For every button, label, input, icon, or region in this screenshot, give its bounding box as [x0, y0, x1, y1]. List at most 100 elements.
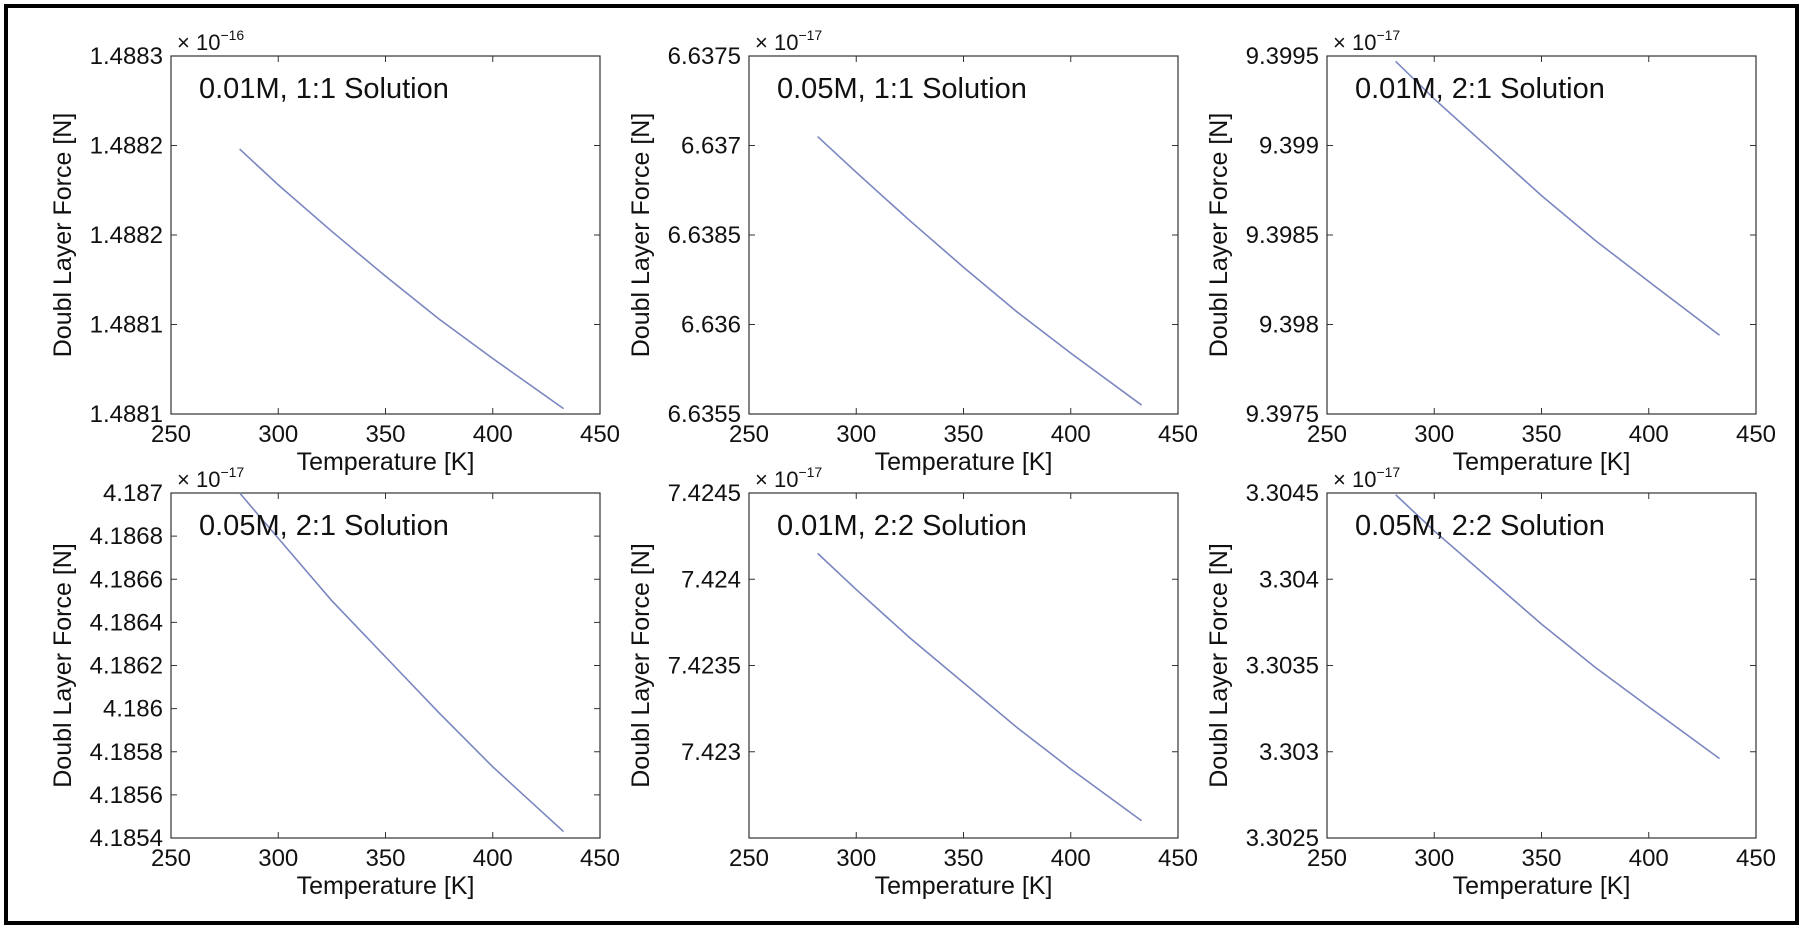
multiplier-exponent: −16	[220, 27, 244, 43]
axes-box	[1326, 55, 1757, 415]
y-tick-label: 7.4245	[668, 480, 741, 507]
y-tick-label: 3.3035	[1246, 653, 1319, 680]
x-tick-label: 350	[1521, 845, 1561, 872]
y-tick-label: 7.4235	[668, 653, 741, 680]
data-line	[817, 135, 1143, 406]
y-multiplier: × 10−16	[177, 27, 244, 55]
x-tick-label: 400	[473, 421, 513, 448]
x-tick-label: 450	[1736, 845, 1776, 872]
y-tick-label: 3.304	[1259, 566, 1319, 593]
multiplier-base: × 10	[177, 467, 220, 492]
y-tick-label: 4.1868	[90, 523, 163, 550]
x-tick-label: 250	[151, 421, 191, 448]
x-tick-label: 400	[1629, 421, 1669, 448]
axes-box	[170, 55, 601, 415]
x-tick-label: 450	[1736, 421, 1776, 448]
multiplier-exponent: −17	[1376, 27, 1400, 43]
x-tick-label: 400	[1629, 845, 1669, 872]
y-tick-label: 9.3975	[1246, 401, 1319, 428]
axes-box	[748, 55, 1179, 415]
x-tick-label: 300	[1414, 421, 1454, 448]
y-multiplier: × 10−17	[177, 464, 244, 492]
y-tick-label: 3.3025	[1246, 825, 1319, 852]
y-tick-label: 4.1854	[90, 825, 163, 852]
x-tick-label: 400	[1051, 421, 1091, 448]
data-line	[1395, 60, 1721, 336]
x-tick-label: 250	[1307, 421, 1347, 448]
multiplier-base: × 10	[177, 30, 220, 55]
multiplier-exponent: −17	[220, 464, 244, 480]
multiplier-exponent: −17	[798, 464, 822, 480]
x-tick-label: 350	[943, 845, 983, 872]
y-axis-label: Doubl Layer Force [N]	[49, 113, 77, 358]
axes-box	[748, 492, 1179, 839]
x-tick-label: 300	[1414, 845, 1454, 872]
y-tick-label: 1.4882	[90, 133, 163, 160]
y-tick-label: 1.4882	[90, 222, 163, 249]
y-tick-label: 9.3995	[1246, 43, 1319, 70]
y-tick-label: 4.1862	[90, 653, 163, 680]
multiplier-base: × 10	[1333, 467, 1376, 492]
x-tick-label: 250	[1307, 845, 1347, 872]
x-tick-label: 250	[729, 421, 769, 448]
data-line	[1395, 494, 1721, 760]
y-tick-label: 4.1858	[90, 739, 163, 766]
y-tick-label: 4.1864	[90, 609, 163, 636]
x-tick-label: 350	[943, 421, 983, 448]
x-axis-label: Temperature [K]	[297, 448, 475, 476]
y-tick-label: 1.4883	[90, 43, 163, 70]
x-tick-label: 400	[473, 845, 513, 872]
y-tick-label: 6.6385	[668, 222, 741, 249]
x-tick-label: 350	[1521, 421, 1561, 448]
y-multiplier: × 10−17	[1333, 27, 1400, 55]
y-axis-label: Doubl Layer Force [N]	[49, 543, 77, 788]
multiplier-base: × 10	[1333, 30, 1376, 55]
x-tick-label: 250	[151, 845, 191, 872]
y-tick-label: 4.186	[103, 696, 163, 723]
y-axis-label: Doubl Layer Force [N]	[1205, 113, 1233, 358]
y-tick-label: 4.187	[103, 480, 163, 507]
x-tick-label: 350	[365, 421, 405, 448]
multiplier-exponent: −17	[798, 27, 822, 43]
y-axis-label: Doubl Layer Force [N]	[627, 543, 655, 788]
multiplier-exponent: −17	[1376, 464, 1400, 480]
y-tick-label: 3.3045	[1246, 480, 1319, 507]
y-tick-label: 6.637	[681, 133, 741, 160]
data-line	[817, 552, 1143, 822]
y-tick-label: 9.399	[1259, 133, 1319, 160]
annotation: 0.05M, 1:1 Solution	[777, 73, 1027, 105]
annotation: 0.05M, 2:2 Solution	[1355, 510, 1605, 542]
x-tick-label: 350	[365, 845, 405, 872]
y-tick-label: 7.423	[681, 739, 741, 766]
y-tick-label: 7.424	[681, 566, 741, 593]
multiplier-base: × 10	[755, 30, 798, 55]
y-multiplier: × 10−17	[1333, 464, 1400, 492]
y-tick-label: 9.3985	[1246, 222, 1319, 249]
x-axis-label: Temperature [K]	[875, 448, 1053, 476]
x-axis-label: Temperature [K]	[297, 872, 475, 900]
y-multiplier: × 10−17	[755, 464, 822, 492]
y-axis-label: Doubl Layer Force [N]	[627, 113, 655, 358]
y-axis-label: Doubl Layer Force [N]	[1205, 543, 1233, 788]
x-axis-label: Temperature [K]	[1453, 448, 1631, 476]
annotation: 0.01M, 1:1 Solution	[199, 73, 449, 105]
y-tick-label: 6.6355	[668, 401, 741, 428]
y-tick-label: 4.1856	[90, 782, 163, 809]
axes-box	[1326, 492, 1757, 839]
x-tick-label: 250	[729, 845, 769, 872]
y-tick-label: 1.4881	[90, 312, 163, 339]
x-tick-label: 450	[580, 845, 620, 872]
frame	[4, 4, 1799, 925]
annotation: 0.05M, 2:1 Solution	[199, 510, 449, 542]
data-line	[239, 492, 565, 833]
y-tick-label: 4.1866	[90, 566, 163, 593]
y-tick-label: 3.303	[1259, 739, 1319, 766]
axes-box	[170, 492, 601, 839]
multiplier-base: × 10	[755, 467, 798, 492]
y-tick-label: 6.6375	[668, 43, 741, 70]
annotation: 0.01M, 2:1 Solution	[1355, 73, 1605, 105]
data-line	[239, 148, 565, 410]
x-axis-label: Temperature [K]	[875, 872, 1053, 900]
x-tick-label: 450	[1158, 845, 1198, 872]
